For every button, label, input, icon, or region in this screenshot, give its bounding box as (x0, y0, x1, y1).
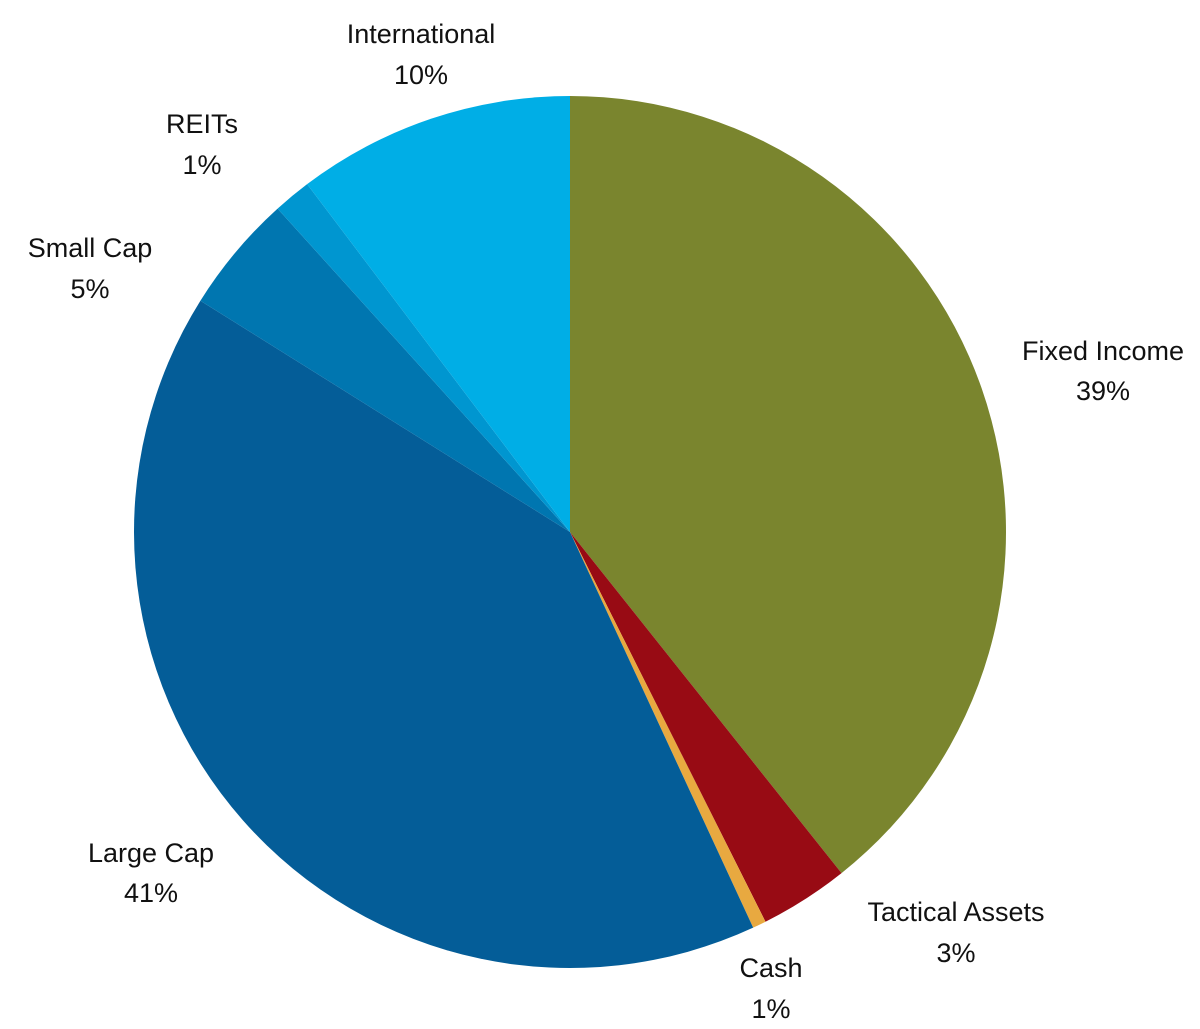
label-name-tactical-assets: Tactical Assets (867, 897, 1044, 927)
pie-slices (134, 96, 1007, 968)
slice-large-cap (134, 300, 754, 968)
slice-reits (277, 184, 570, 532)
label-name-cash: Cash (739, 953, 802, 983)
label-name-small-cap: Small Cap (28, 233, 153, 263)
label-name-reits: REITs (166, 109, 238, 139)
label-value-international: 10% (394, 60, 448, 90)
label-value-fixed-income: 39% (1076, 376, 1130, 406)
label-value-tactical-assets: 3% (936, 938, 975, 968)
slice-tactical-assets (570, 532, 842, 922)
label-value-cash: 1% (751, 994, 790, 1024)
slice-international (307, 96, 570, 532)
label-value-reits: 1% (182, 150, 221, 180)
label-name-international: International (347, 19, 496, 49)
slice-fixed-income (570, 96, 1007, 874)
label-name-fixed-income: Fixed Income (1022, 336, 1184, 366)
slice-small-cap (200, 208, 570, 532)
label-name-large-cap: Large Cap (88, 838, 214, 868)
slice-cash (570, 532, 766, 928)
label-value-large-cap: 41% (124, 878, 178, 908)
label-value-small-cap: 5% (70, 274, 109, 304)
slice-labels: Fixed Income 39% Tactical Assets 3% Cash… (28, 19, 1184, 1024)
